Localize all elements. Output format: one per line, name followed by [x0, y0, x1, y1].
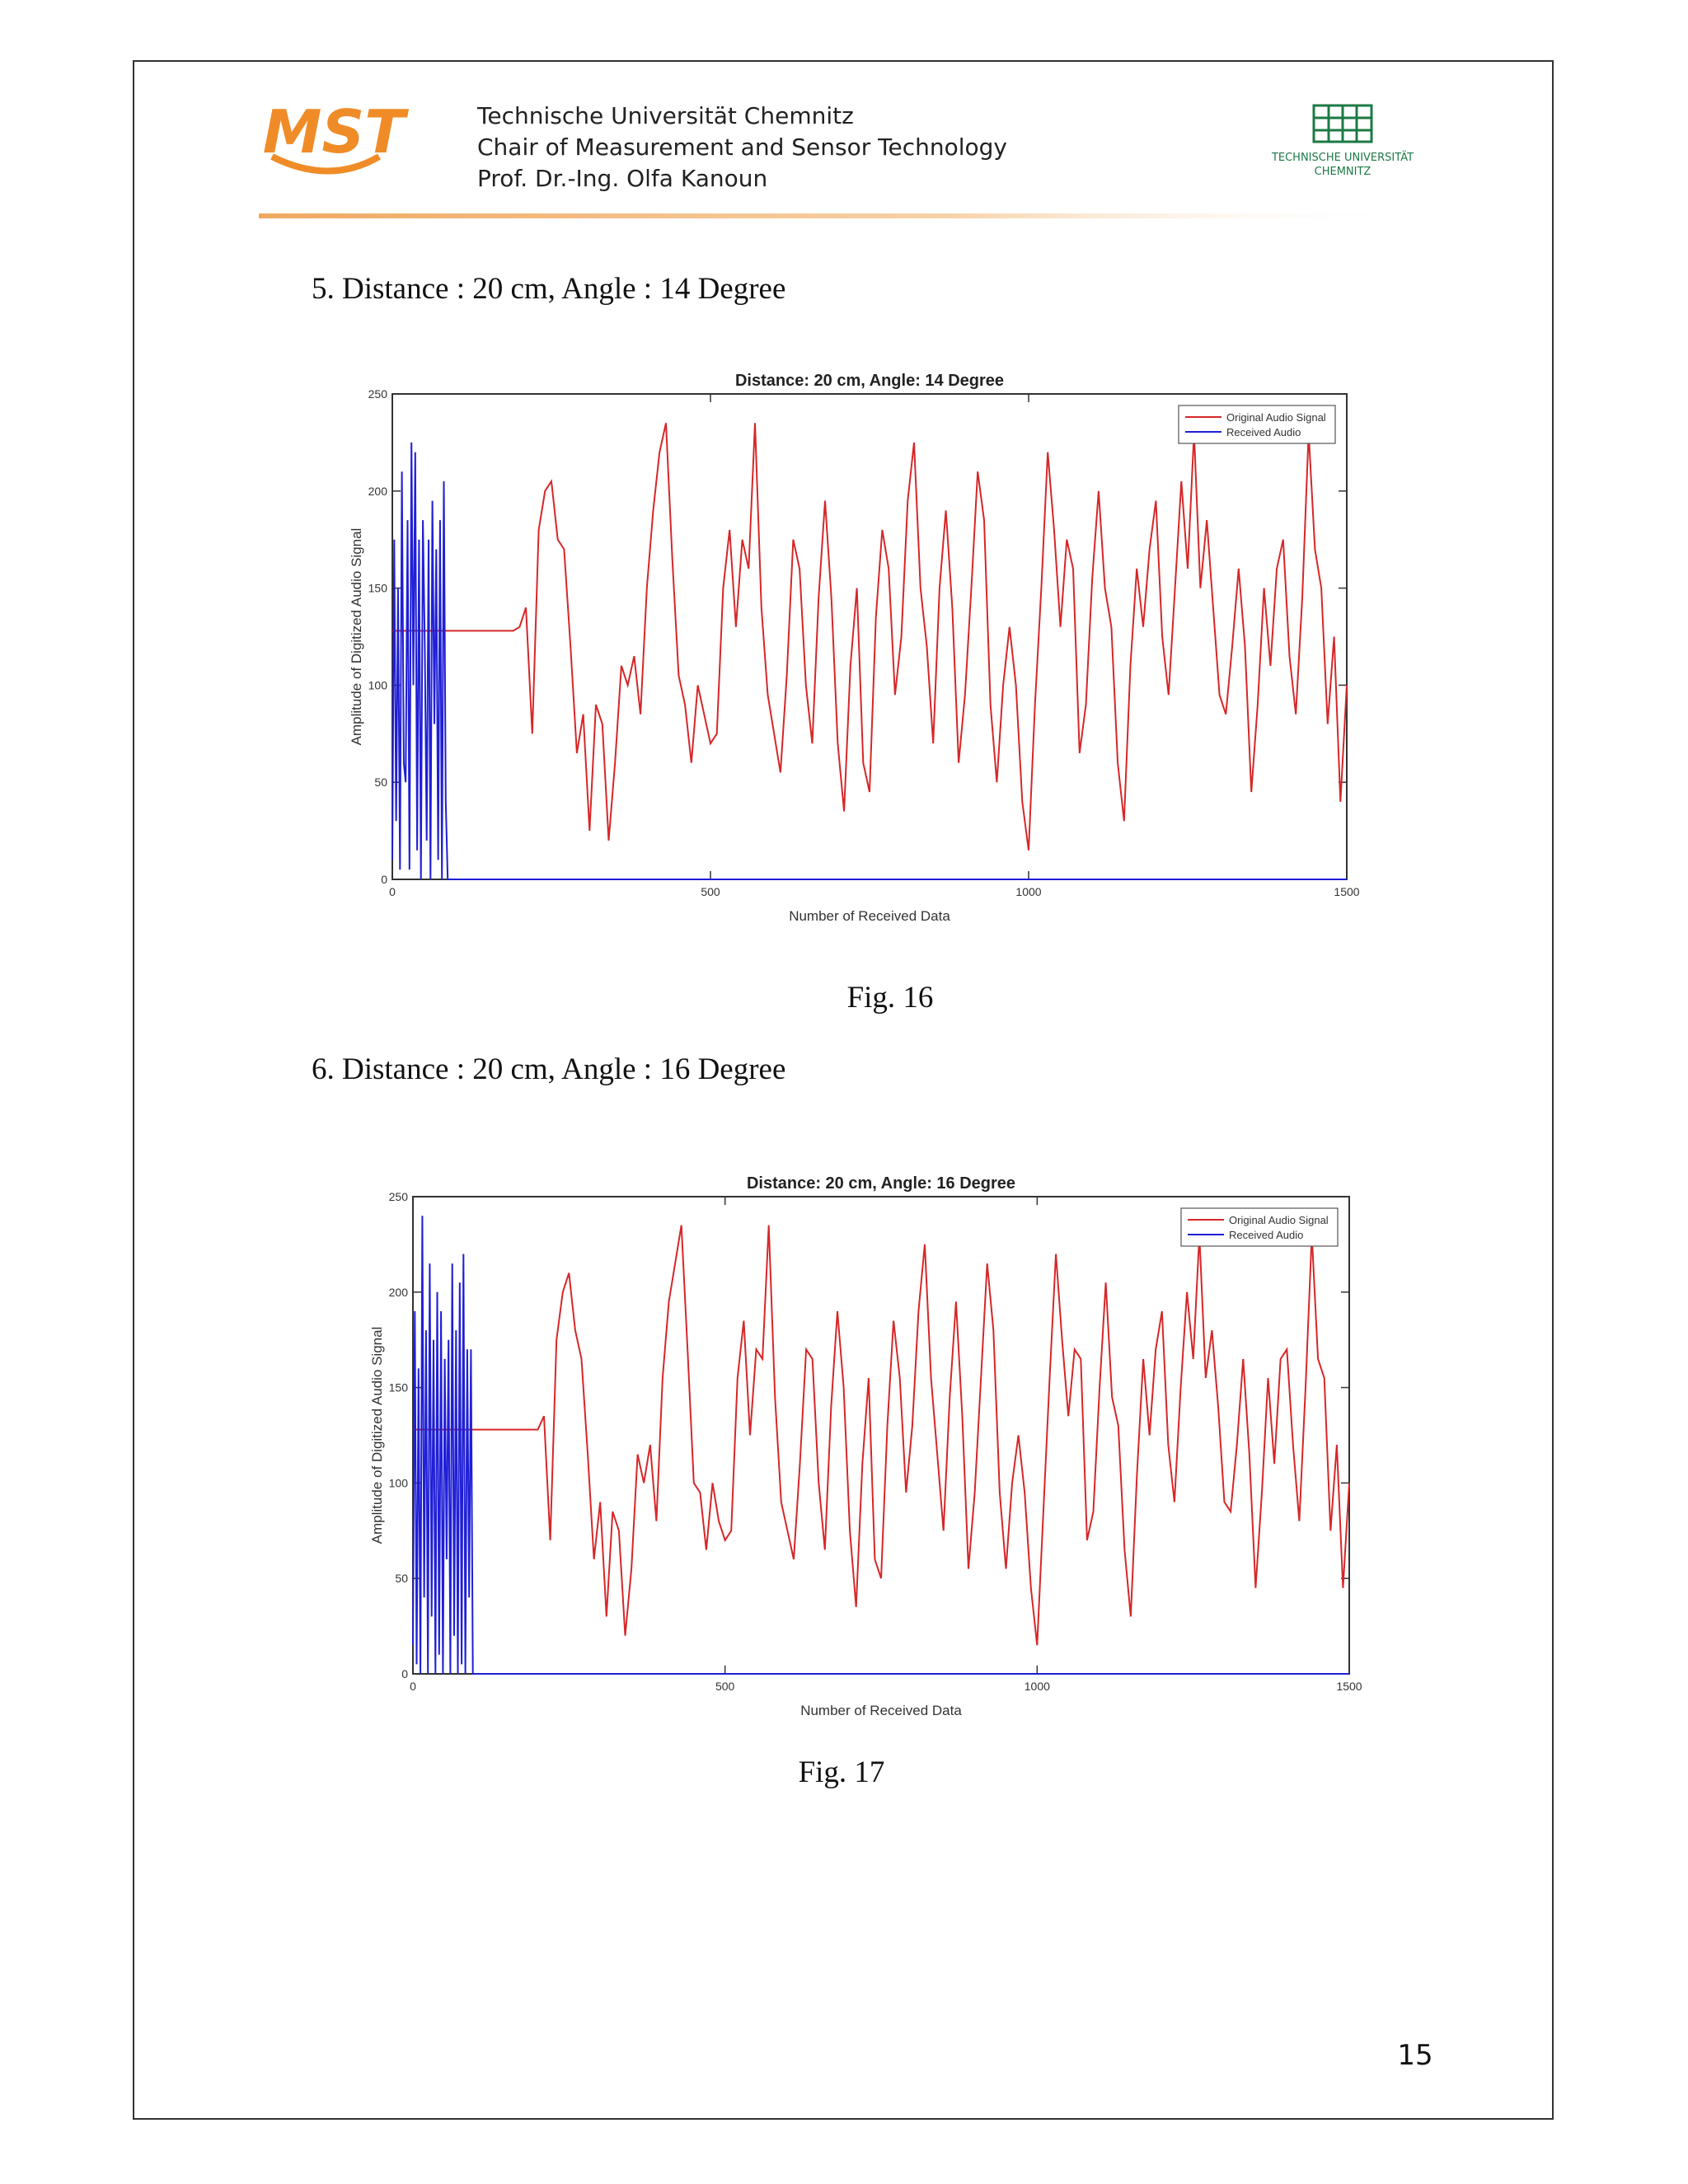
chart-title: Distance: 20 cm, Angle: 14 Degree [735, 372, 1004, 390]
y-tick-label: 250 [368, 387, 388, 401]
y-tick-label: 0 [401, 1667, 408, 1680]
y-tick-label: 150 [368, 582, 388, 595]
header-rule [259, 213, 1413, 218]
y-tick-label: 50 [374, 776, 387, 789]
x-tick-label: 1000 [1015, 885, 1041, 898]
legend-label: Received Audio [1226, 426, 1301, 438]
chart-title: Distance: 20 cm, Angle: 16 Degree [747, 1174, 1015, 1193]
chart: Distance: 20 cm, Angle: 14 Degree Number … [349, 372, 1360, 924]
x-tick-label: 1000 [1025, 1680, 1050, 1693]
legend-box [1180, 1207, 1339, 1247]
legend-label: Received Audio [1229, 1229, 1303, 1241]
header-line: Prof. Dr.-Ing. Olfa Kanoun [477, 165, 767, 192]
page-number: 15 [1397, 2039, 1432, 2072]
mst-swoosh [270, 153, 382, 175]
x-tick-label: 500 [701, 885, 720, 898]
x-tick-label: 0 [410, 1680, 416, 1693]
y-tick-label: 250 [389, 1190, 409, 1203]
x-tick-label: 1500 [1334, 885, 1359, 898]
x-tick-label: 500 [715, 1680, 735, 1693]
x-axis-label: Number of Received Data [789, 908, 950, 924]
header-line: Technische Universität Chemnitz [476, 102, 854, 129]
section-heading: 6. Distance : 20 cm, Angle : 16 Degree [312, 1052, 785, 1086]
header-line: Chair of Measurement and Sensor Technolo… [477, 134, 1007, 161]
data-line [413, 1225, 1350, 1646]
legend-label: Original Audio Signal [1226, 411, 1326, 424]
x-tick-label: 0 [389, 885, 396, 898]
y-tick-label: 200 [389, 1286, 409, 1299]
y-tick-label: 50 [395, 1572, 408, 1585]
tu-logo-icon [1312, 104, 1373, 143]
plot-area [392, 393, 1348, 880]
data-line [392, 423, 1348, 851]
y-axis-label: Amplitude of Digitized Audio Signal [369, 1327, 385, 1544]
page-border [133, 60, 1554, 2120]
tu-logo-text: TECHNISCHE UNIVERSITÄT [1271, 151, 1414, 164]
tu-logo-text: CHEMNITZ [1315, 166, 1372, 178]
mst-logo: MST [263, 97, 410, 166]
legend-label: Original Audio Signal [1229, 1214, 1329, 1226]
y-tick-label: 150 [389, 1381, 409, 1394]
y-tick-label: 100 [368, 678, 388, 691]
x-axis-label: Number of Received Data [800, 1703, 962, 1718]
y-tick-label: 100 [389, 1476, 409, 1489]
section-heading: 5. Distance : 20 cm, Angle : 14 Degree [312, 272, 785, 306]
data-line [392, 442, 1347, 880]
data-line [412, 1216, 1349, 1675]
figure-caption: Fig. 17 [799, 1755, 885, 1789]
legend-box [1178, 405, 1336, 444]
y-tick-label: 0 [381, 873, 387, 886]
figure-caption: Fig. 16 [847, 981, 934, 1015]
x-tick-label: 1500 [1336, 1680, 1362, 1693]
chart: Distance: 20 cm, Angle: 16 Degree Number … [369, 1174, 1362, 1718]
y-axis-label: Amplitude of Digitized Audio Signal [349, 528, 364, 746]
y-tick-label: 200 [368, 485, 388, 498]
